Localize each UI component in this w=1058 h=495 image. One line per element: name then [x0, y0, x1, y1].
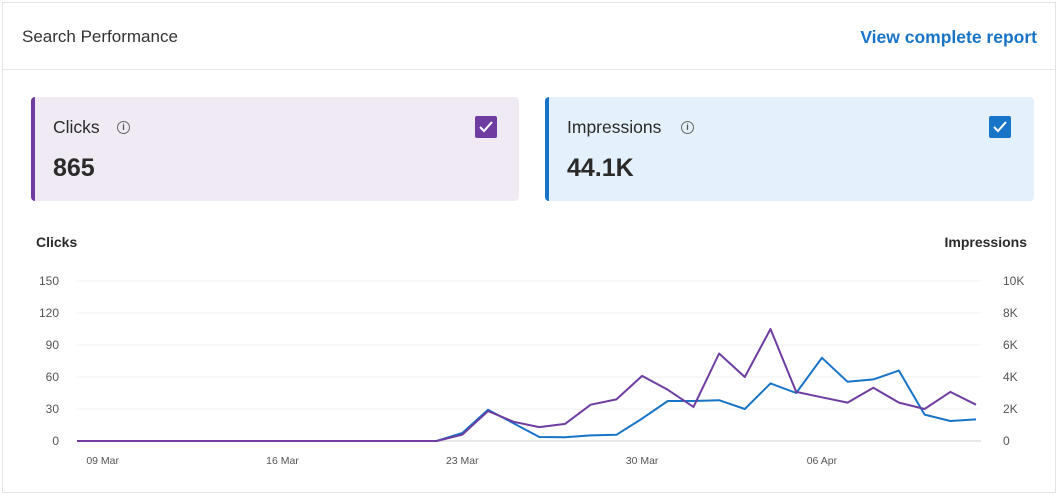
x-axis-tick-label: 30 Mar	[626, 455, 659, 467]
impressions-value: 44.1K	[567, 154, 634, 182]
left-axis-title: Clicks	[36, 234, 78, 250]
left-axis-tick-label: 120	[39, 306, 59, 320]
impressions-metric-card[interactable]: Impressions i 44.1K	[545, 97, 1034, 201]
impressions-series-line	[77, 356, 977, 442]
x-axis-tick-label: 16 Mar	[266, 455, 299, 467]
right-axis-tick-label: 2K	[1003, 402, 1018, 416]
right-axis-tick-label: 8K	[1003, 306, 1018, 320]
impressions-checkbox[interactable]	[989, 116, 1011, 138]
clicks-metric-card[interactable]: Clicks i 865	[31, 97, 519, 201]
impressions-label: Impressions	[567, 117, 662, 137]
x-axis-tick-label: 06 Apr	[807, 455, 838, 467]
info-icon[interactable]: i	[681, 121, 694, 134]
right-axis-tick-label: 6K	[1003, 338, 1018, 352]
performance-line-chart: 0 30 60 90 120 150 0 2K 4K 6K 8K 10K 09 Mar 16 Mar 23 …	[39, 274, 1024, 467]
clicks-label: Clicks	[53, 117, 100, 137]
left-axis-tick-label: 150	[39, 274, 59, 288]
right-axis-tick-label: 4K	[1003, 370, 1018, 384]
clicks-series-line	[77, 328, 977, 442]
clicks-value: 865	[53, 154, 95, 182]
right-axis-title: Impressions	[944, 234, 1027, 250]
checkmark-icon	[993, 121, 1007, 133]
right-axis-tick-label: 10K	[1003, 274, 1024, 288]
checkmark-icon	[479, 121, 493, 133]
x-axis-tick-label: 09 Mar	[86, 455, 119, 467]
right-axis-tick-label: 0	[1003, 434, 1010, 448]
card-title: Search Performance	[22, 27, 178, 46]
left-axis-tick-label: 0	[52, 434, 59, 448]
left-axis-tick-label: 30	[46, 402, 60, 416]
left-axis-tick-label: 60	[46, 370, 60, 384]
view-complete-report-link[interactable]: View complete report	[860, 27, 1037, 47]
card-header: Search Performance View complete report	[3, 3, 1055, 70]
left-axis-tick-label: 90	[46, 338, 60, 352]
info-icon[interactable]: i	[117, 121, 130, 134]
clicks-checkbox[interactable]	[475, 116, 497, 138]
x-axis-tick-label: 23 Mar	[446, 455, 479, 467]
